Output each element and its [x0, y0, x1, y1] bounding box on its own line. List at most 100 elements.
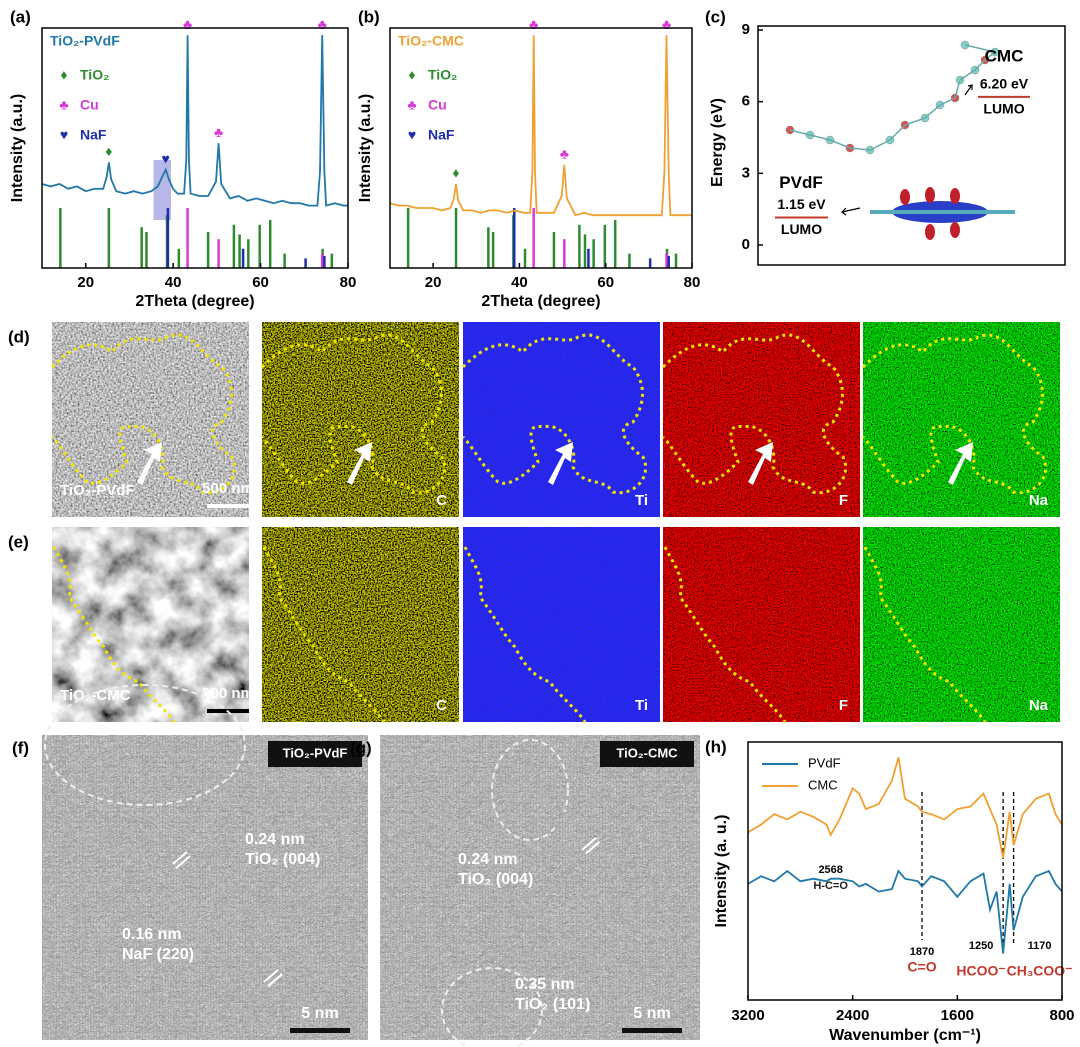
panel-label: (e): [8, 532, 29, 551]
tem-image: [42, 735, 368, 1040]
material-label: PVdF: [779, 173, 822, 192]
selected-area: [441, 967, 543, 1047]
pvdf-orbital-lobe: [925, 224, 935, 240]
legend-label: NaF: [80, 127, 107, 143]
x-tick-label: 20: [425, 274, 442, 291]
scale-label: 200 nm: [202, 685, 254, 702]
arrow: [347, 442, 372, 485]
panel-label: (a): [10, 7, 31, 26]
legend-label: CMC: [808, 777, 838, 792]
x-tick-label: 80: [340, 274, 357, 291]
element-label: Ti: [635, 492, 648, 509]
x-axis-title: 2Theta (degree): [481, 293, 600, 310]
annotation-label: C=O: [907, 959, 936, 975]
legend-marker: ♦: [408, 67, 415, 83]
sample-tag: [600, 741, 694, 767]
sample-tag-text: TiO₂-PVdF: [283, 745, 348, 760]
x-tick-label: 3200: [731, 1007, 764, 1024]
x-axis-title: 2Theta (degree): [135, 293, 254, 310]
element-label: C: [436, 697, 447, 714]
scale-bar: [622, 1028, 682, 1033]
plot-frame: [41, 27, 349, 269]
peak-marker: ♥: [162, 150, 170, 166]
eds-map: [262, 527, 459, 722]
d-spacing: 0.24 nm: [245, 831, 305, 848]
y-axis-title: Intensity (a. u.): [713, 815, 730, 928]
pvdf-orbital-lobe: [925, 187, 935, 203]
ftir-curve: [747, 869, 1063, 954]
eds-map: [863, 527, 1060, 722]
element-label: Na: [1029, 697, 1049, 714]
peak-marker: ♣: [183, 16, 192, 32]
element-label: Na: [1029, 492, 1049, 509]
element-label: C: [436, 492, 447, 509]
lattice-marker: [263, 969, 283, 987]
y-tick-label: 3: [742, 164, 750, 181]
xrd-curve: [389, 35, 692, 217]
legend-marker: ♣: [59, 97, 68, 113]
panel-label: (b): [358, 7, 380, 26]
material-label: CMC: [985, 46, 1024, 65]
arrow: [748, 442, 773, 485]
legend-marker: ♦: [60, 67, 67, 83]
legend-marker: ♣: [407, 97, 416, 113]
cmc-molecule-backbone: [789, 44, 997, 151]
arrow: [841, 207, 861, 216]
annotation-label: HCOO⁻: [956, 963, 1005, 979]
scale-bar: [290, 1028, 350, 1033]
peak-marker: ♣: [318, 16, 327, 32]
annotation-label: CH₃COO⁻: [1007, 963, 1073, 979]
annotation-wavenumber: 1250: [969, 940, 993, 952]
fft-inset: [554, 811, 624, 871]
y-tick-label: 9: [742, 21, 750, 38]
panel-label: (f): [12, 738, 29, 757]
pvdf-orbital-lobe: [950, 188, 960, 204]
element-label: Ti: [635, 697, 648, 714]
eds-map: [663, 527, 860, 722]
legend-label: Cu: [428, 97, 447, 113]
x-tick-label: 80: [684, 274, 701, 291]
lattice-plane: TiO₂ (004): [458, 871, 533, 888]
level-value: 6.20 eV: [980, 76, 1029, 92]
annotation-wavenumber: 1170: [1028, 940, 1052, 952]
peak-marker: ♣: [560, 146, 569, 162]
plot-frame: [389, 27, 693, 269]
selected-area: [44, 684, 246, 806]
peak-marker: ♦: [452, 165, 459, 181]
annotation-wavenumber: 1870: [910, 946, 934, 958]
x-tick-label: 20: [77, 274, 94, 291]
lattice-marker: [172, 851, 191, 869]
lattice-plane: TiO₂ (101): [515, 996, 590, 1013]
lattice-plane: TiO₂ (004): [245, 851, 320, 868]
pvdf-orbital-lobe: [950, 222, 960, 238]
eds-map: [663, 322, 860, 517]
d-spacing: 0.24 nm: [458, 851, 518, 868]
eds-map: [863, 322, 1060, 517]
sample-label: TiO₂-PVdF: [60, 482, 135, 499]
x-tick-label: 800: [1049, 1007, 1074, 1024]
y-axis-title: Intensity (a.u.): [357, 94, 374, 202]
eds-map: [463, 322, 660, 517]
lattice-plane: NaF (220): [122, 946, 194, 963]
y-tick-label: 6: [742, 93, 750, 110]
ftir-curve: [747, 757, 1063, 859]
legend-label: PVdF: [808, 755, 841, 770]
fft-inset: [147, 824, 211, 886]
element-label: F: [839, 492, 848, 509]
plot-frame: [747, 741, 1063, 1001]
sample-tag-text: TiO₂-CMC: [616, 745, 678, 760]
pvdf-orbital-lobe: [900, 189, 910, 205]
x-tick-label: 40: [511, 274, 528, 291]
tem-image: [380, 735, 700, 1040]
y-axis-title: Energy (eV): [709, 98, 726, 187]
arrow: [548, 442, 573, 485]
x-tick-label: 1600: [941, 1007, 974, 1024]
level-label: LUMO: [983, 101, 1024, 117]
fft-inset: [231, 942, 313, 1004]
panel-label: (d): [8, 327, 30, 346]
y-axis-title: Intensity (a.u.): [9, 94, 26, 202]
arrow: [948, 442, 973, 485]
legend-marker: ♥: [408, 127, 416, 143]
legend-label: Cu: [80, 97, 99, 113]
